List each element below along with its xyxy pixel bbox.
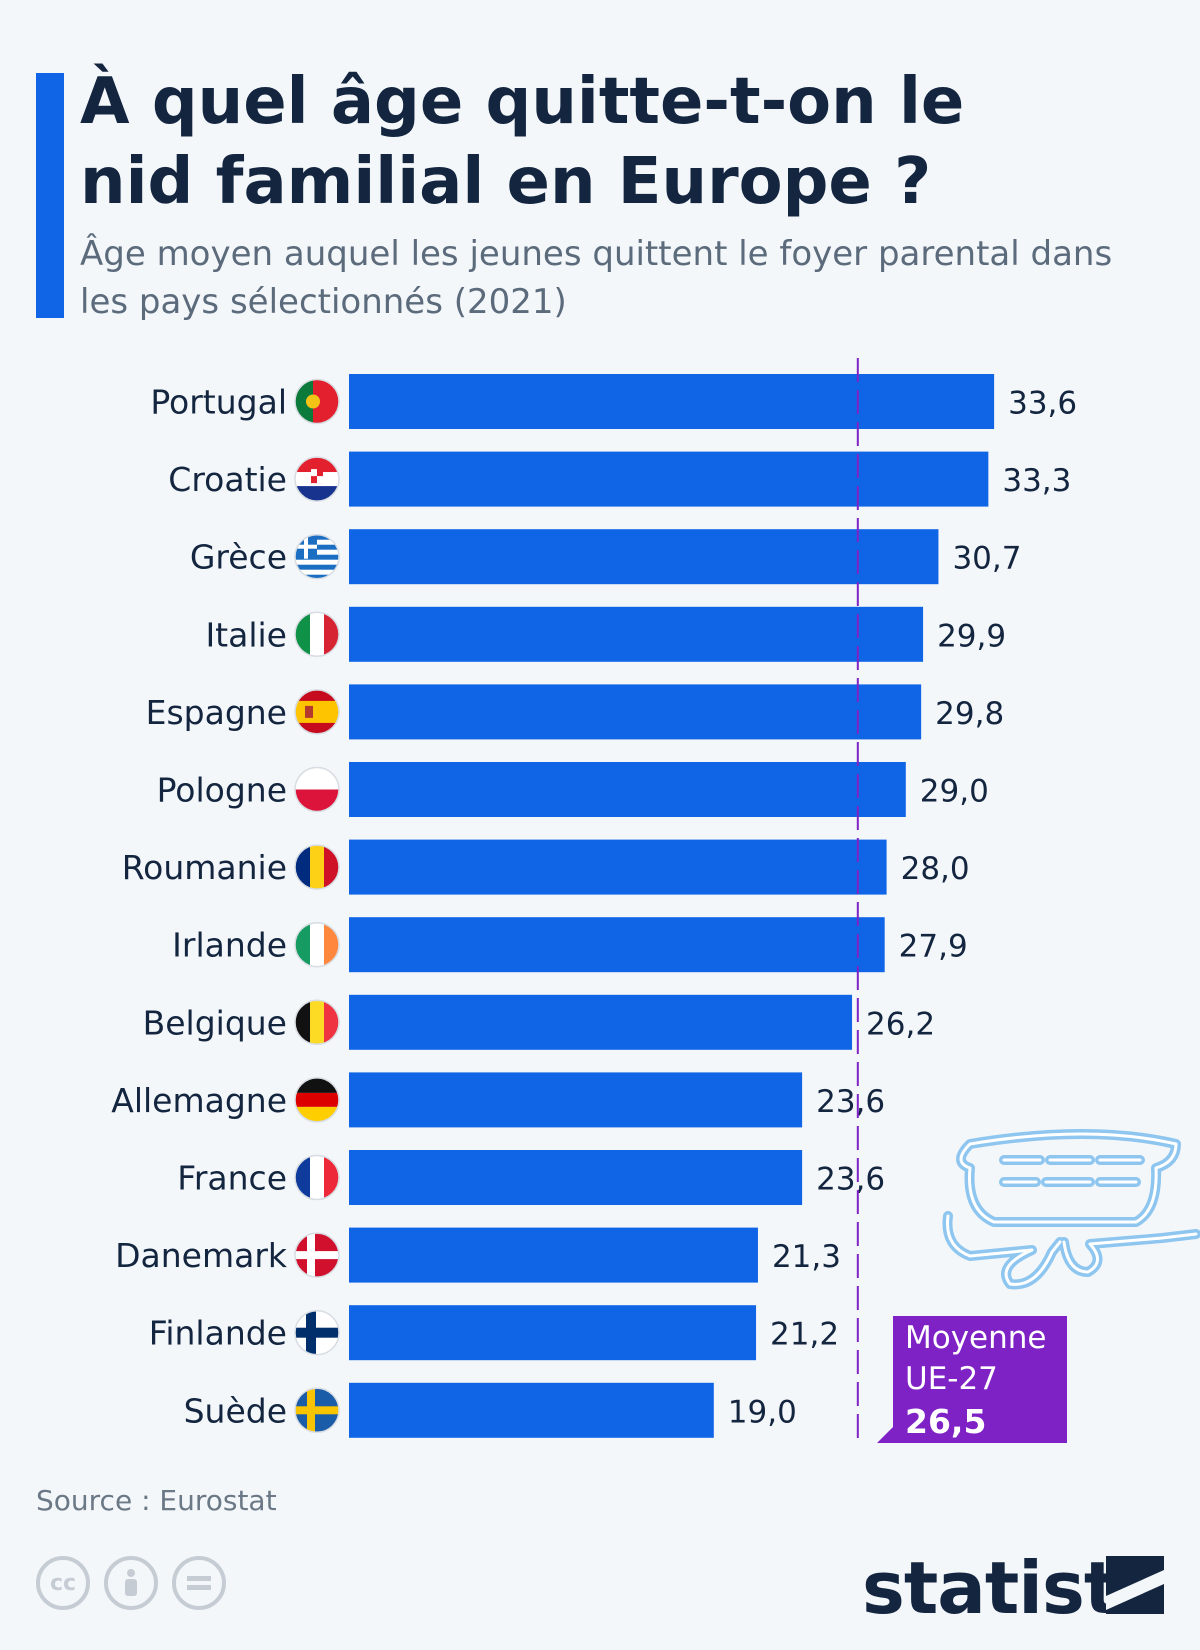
sweden-flag-icon	[295, 1388, 339, 1433]
category-label: Finlande	[149, 1314, 287, 1353]
category-label: Irlande	[172, 926, 287, 965]
category-label: Allemagne	[111, 1081, 287, 1120]
greece-flag-icon	[295, 534, 339, 579]
statista-logo-icon[interactable]	[1106, 1556, 1164, 1614]
value-label: 27,9	[899, 929, 968, 965]
value-label: 21,3	[772, 1239, 841, 1275]
value-label: 29,8	[935, 696, 1004, 732]
category-label: France	[177, 1159, 287, 1198]
bar	[349, 451, 989, 507]
eu-average-label-line1: Moyenne	[905, 1320, 1047, 1356]
nest-decoration-icon	[942, 1129, 1200, 1290]
finland-flag-icon	[295, 1310, 339, 1355]
value-label: 29,0	[920, 774, 989, 810]
spain-flag-icon	[295, 689, 339, 734]
license-icons: cc	[36, 1556, 226, 1610]
bar	[349, 1072, 803, 1128]
bar	[349, 917, 885, 973]
category-label: Grèce	[190, 538, 287, 577]
value-label: 23,6	[816, 1084, 885, 1120]
value-label: 21,2	[770, 1317, 839, 1353]
bar	[349, 529, 939, 585]
bar	[349, 374, 995, 429]
poland-flag-icon	[295, 767, 339, 812]
category-label: Portugal	[150, 383, 287, 422]
bar	[349, 684, 922, 740]
bar	[349, 839, 887, 895]
source-note: Source : Eurostat	[36, 1484, 277, 1517]
bar	[349, 606, 924, 662]
category-label: Belgique	[143, 1003, 287, 1042]
eu-average-label-line2: UE-27	[905, 1361, 998, 1397]
bar	[349, 1382, 714, 1438]
eu-average-label-pointer	[877, 1427, 893, 1443]
value-label: 33,3	[1002, 463, 1071, 499]
value-label: 23,6	[816, 1162, 885, 1198]
cc-icon[interactable]: cc	[36, 1556, 90, 1610]
bar	[349, 1227, 758, 1283]
category-label: Croatie	[168, 460, 287, 499]
category-label: Suède	[184, 1391, 287, 1430]
title-accent-bar	[36, 73, 64, 318]
value-label: 33,6	[1008, 386, 1077, 422]
bar	[349, 1150, 803, 1205]
bar	[349, 1305, 757, 1361]
value-label: 19,0	[728, 1394, 797, 1430]
no-derivatives-icon[interactable]	[172, 1556, 226, 1610]
value-label: 28,0	[901, 851, 970, 887]
value-label: 29,9	[937, 618, 1006, 654]
page-title: À quel âge quitte-t-on le nid familial e…	[80, 65, 965, 219]
value-label: 30,7	[952, 541, 1021, 577]
category-label: Danemark	[115, 1236, 288, 1275]
category-label: Pologne	[157, 771, 287, 810]
bar	[349, 762, 906, 817]
page-subtitle: Âge moyen auquel les jeunes quittent le …	[80, 234, 1113, 322]
bar-chart: Portugal 33,6 Croatie 33,3 Grèce 30,7 Italie 29…	[111, 358, 1077, 1444]
bar	[349, 994, 853, 1050]
value-label: 26,2	[866, 1006, 935, 1042]
attribution-icon[interactable]	[104, 1556, 158, 1610]
eu-average-value: 26,5	[905, 1402, 987, 1441]
category-label: Italie	[205, 615, 287, 654]
category-label: Espagne	[146, 693, 287, 732]
denmark-flag-icon	[295, 1233, 339, 1278]
category-label: Roumanie	[122, 848, 287, 887]
eu-average-label: Moyenne UE-27 26,5	[893, 1316, 1067, 1443]
